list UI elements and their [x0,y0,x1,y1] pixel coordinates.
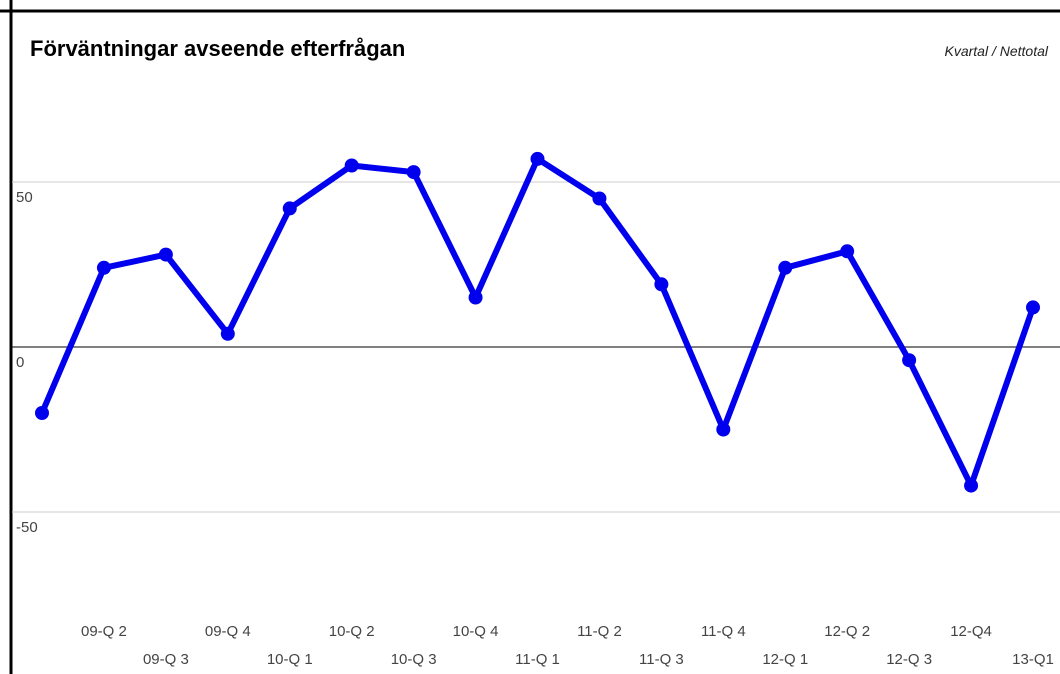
data-point [96,260,111,275]
x-tick-label: 10-Q 2 [329,623,375,640]
x-tick-label: 12-Q 2 [824,623,870,640]
x-tick-label: 11-Q 1 [515,651,560,668]
x-tick-label: 12-Q4 [950,623,992,640]
x-tick-label: 09-Q 3 [143,651,189,668]
data-point [840,244,855,259]
data-point [35,406,49,420]
data-point [964,478,979,493]
data-point [1026,300,1040,315]
x-tick-label: 10-Q 1 [267,651,313,668]
x-tick-label: 10-Q 4 [453,623,499,640]
data-point [778,260,793,275]
x-tick-label: 11-Q 3 [639,651,684,668]
data-point [530,151,545,166]
data-point [654,277,669,292]
data-point [468,290,483,305]
data-point [716,422,731,437]
x-tick-label: 13-Q1 [1012,651,1054,668]
data-point [344,158,359,173]
chart-subtitle: Kvartal / Nettotal [945,43,1049,59]
x-tick-label: 09-Q 2 [81,623,127,640]
y-tick-label: 50 [16,189,33,206]
x-tick-label: 09-Q 4 [205,623,251,640]
data-point [158,247,173,262]
x-tick-label: 12-Q 3 [886,651,932,668]
chart-title: Förväntningar avseende efterfrågan [30,36,405,61]
data-point [406,165,421,180]
data-point [282,201,297,216]
x-tick-label: 10-Q 3 [391,651,437,668]
x-tick-label: 11-Q 2 [577,623,622,640]
data-point [220,326,235,341]
x-tick-label: 12-Q 1 [762,651,808,668]
y-tick-label: -50 [16,519,38,536]
data-point [902,353,917,368]
y-tick-label: 0 [16,354,24,371]
x-tick-label: 11-Q 4 [701,623,746,640]
data-point [592,191,607,206]
